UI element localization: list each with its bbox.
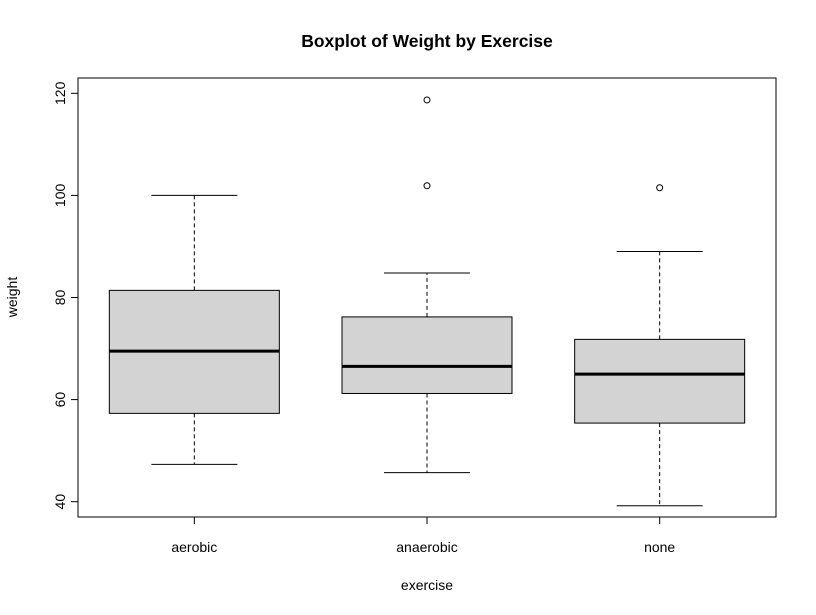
x-tick-label: none — [644, 539, 675, 555]
y-axis-label: weight — [4, 277, 20, 319]
box-none — [574, 184, 746, 507]
x-axis: aerobic anaerobic none — [171, 516, 675, 555]
x-tick-label: aerobic — [171, 539, 217, 555]
box-anaerobic — [341, 96, 513, 474]
outlier-point — [423, 96, 431, 104]
y-axis: 40 60 80 100 120 — [52, 81, 79, 510]
outlier-point — [656, 184, 664, 192]
box-iqr — [574, 338, 746, 424]
outlier-point — [423, 182, 431, 190]
chart-title: Boxplot of Weight by Exercise — [301, 31, 553, 51]
boxes — [108, 96, 746, 507]
box-iqr — [341, 316, 513, 394]
x-axis-label: exercise — [401, 577, 453, 593]
y-tick-label: 80 — [52, 290, 68, 306]
y-tick-label: 100 — [52, 184, 68, 208]
box-aerobic — [108, 194, 280, 465]
x-tick-label: anaerobic — [396, 539, 458, 555]
y-tick-label: 40 — [52, 494, 68, 510]
y-tick-label: 60 — [52, 392, 68, 408]
y-tick-label: 120 — [52, 81, 68, 105]
